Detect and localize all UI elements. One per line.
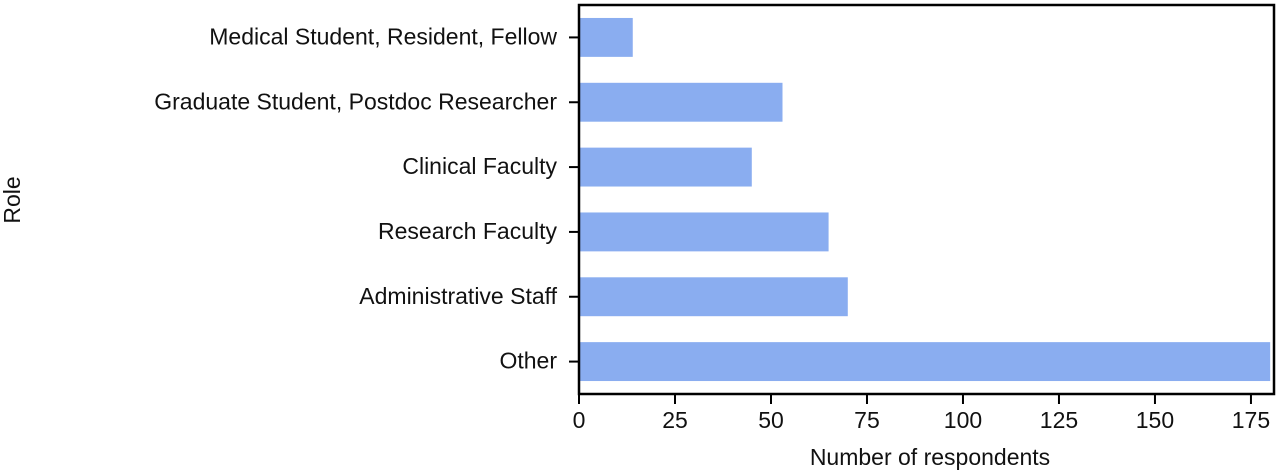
x-tick-label: 25 <box>662 407 688 433</box>
plot-frame <box>577 3 1276 396</box>
bar <box>579 342 1271 382</box>
y-tick-label: Graduate Student, Postdoc Researcher <box>154 88 557 114</box>
bar <box>579 17 633 57</box>
bar <box>579 147 752 187</box>
x-tick-label: 125 <box>1040 407 1078 433</box>
x-tick-label: 175 <box>1232 407 1270 433</box>
x-tick-label: 100 <box>944 407 982 433</box>
bar <box>579 212 829 252</box>
x-tick-label: 0 <box>573 407 586 433</box>
y-axis-label: Role <box>0 176 25 223</box>
x-tick-label: 150 <box>1136 407 1174 433</box>
y-tick-label: Research Faculty <box>378 218 557 244</box>
bar <box>579 277 848 317</box>
bar <box>579 82 783 122</box>
y-tick-label: Administrative Staff <box>359 283 557 309</box>
y-tick-label: Other <box>499 348 557 374</box>
x-tick-label: 50 <box>758 407 784 433</box>
x-axis-label: Number of respondents <box>810 444 1050 470</box>
x-tick-label: 75 <box>854 407 880 433</box>
y-tick-label: Medical Student, Resident, Fellow <box>209 23 557 49</box>
y-tick-label: Clinical Faculty <box>402 153 557 179</box>
